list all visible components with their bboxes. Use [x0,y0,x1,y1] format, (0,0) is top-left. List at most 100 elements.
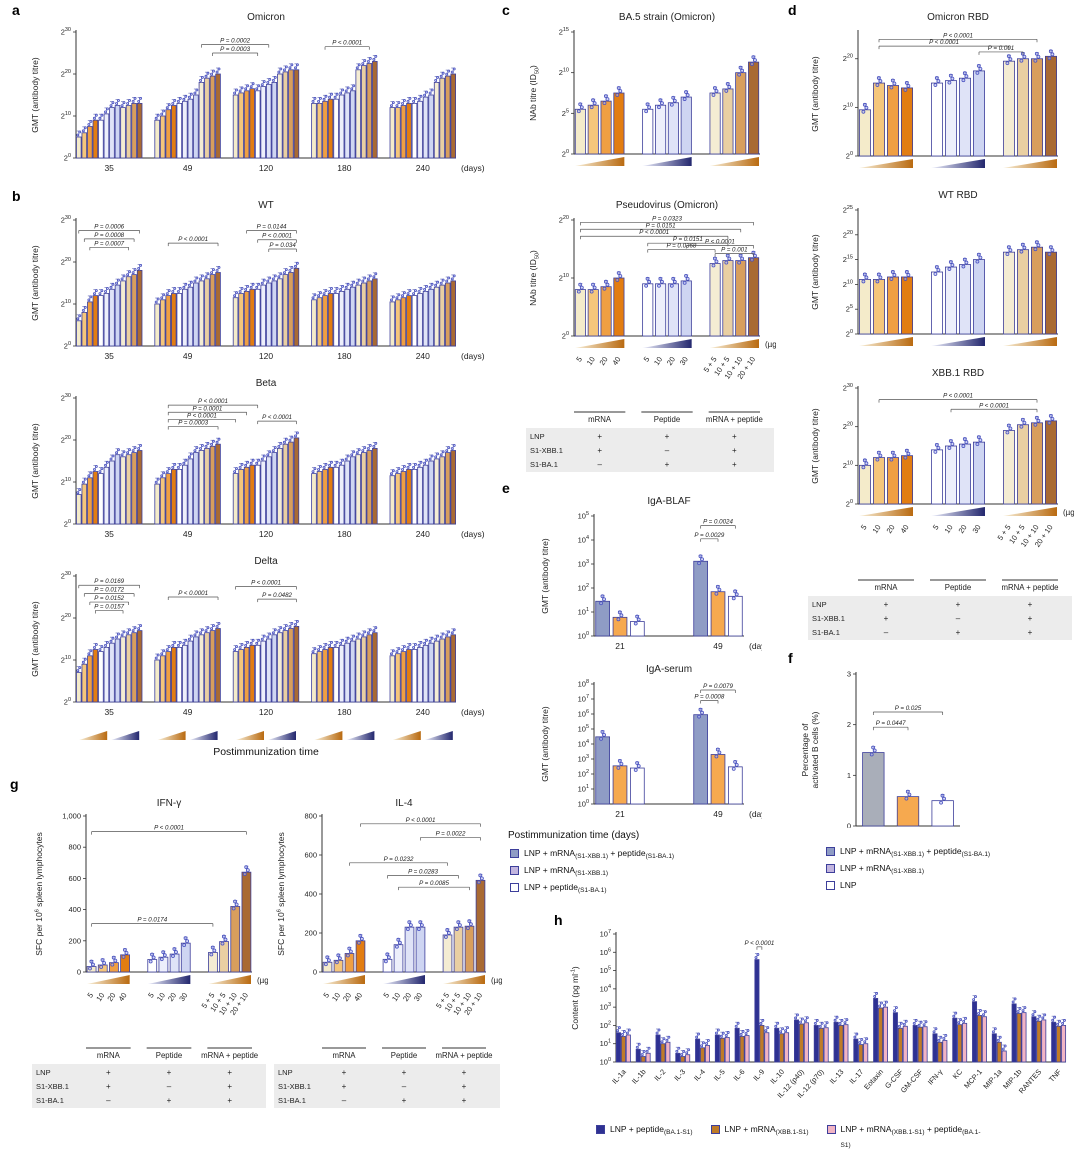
svg-text:Peptide: Peptide [654,415,680,424]
svg-text:5: 5 [859,523,869,532]
svg-text:20: 20 [562,331,569,341]
svg-text:P < 0.0001: P < 0.0001 [406,817,436,824]
dose-gradient-triangle [87,975,130,984]
svg-text:(µg): (µg) [257,976,268,985]
svg-text:20: 20 [166,991,178,1003]
svg-text:GM-CSF: GM-CSF [899,1067,925,1095]
svg-text:+: + [462,1096,467,1105]
svg-text:Percentage of: Percentage of [800,723,810,777]
chart-svg: Delta 20 210 220 230 GMT (antibody titre) P = … [30,556,485,717]
svg-text:30: 30 [412,991,424,1003]
svg-text:+: + [462,1068,467,1077]
below-axis: 35 49 120 180 240 (days) [104,163,484,173]
bars [76,55,456,159]
svg-text:P < 0.0001: P < 0.0001 [943,393,973,400]
chart-ba5-nab: BA.5 strain (Omicron) 20 25 210 215 NAb titre… [524,8,776,173]
svg-text:LNP: LNP [278,1068,293,1077]
y-axis: 20 25 210 215 220 225 GMT (antibody titre) [810,205,1058,339]
svg-text:40: 40 [898,523,910,535]
panel-label-b: b [12,188,21,204]
svg-text:20: 20 [64,153,71,163]
svg-text:35: 35 [104,529,114,539]
svg-text:P = 0.001: P = 0.001 [988,45,1014,52]
svg-text:230: 230 [843,383,853,393]
legend-swatch-icon [510,849,519,858]
svg-text:+: + [106,1068,111,1077]
legend-label: LNP + mRNA(S1-XBB.1) + peptide(S1-BA.1) [840,846,991,858]
svg-text:20: 20 [956,523,968,535]
panel-label-c: c [502,2,510,18]
svg-text:IL-13: IL-13 [828,1067,846,1085]
svg-text:XBB.1 RBD: XBB.1 RBD [932,368,984,379]
svg-text:220: 220 [61,257,71,267]
svg-text:400: 400 [68,905,81,914]
svg-text:P = 0.0323: P = 0.0323 [652,215,682,222]
svg-text:–: – [342,1096,347,1105]
svg-text:Omicron RBD: Omicron RBD [927,12,989,23]
dose-gradient-triangles-row [76,728,456,749]
caption-postimmunization-time-days: Postimmunization time (days) [508,830,640,841]
svg-text:P = 0.0029: P = 0.0029 [694,532,724,539]
svg-text:+: + [167,1096,172,1105]
bars [76,431,456,525]
svg-text:activated B cells (%): activated B cells (%) [810,711,820,788]
svg-text:P < 0.0001: P < 0.0001 [979,402,1009,409]
svg-text:GMT (antibody titre): GMT (antibody titre) [30,245,40,321]
legend-panel-h: LNP + peptide(BA.1-S1) LNP + mRNA(XBB.1-S… [596,1124,1066,1150]
svg-text:210: 210 [843,279,853,289]
svg-text:5: 5 [146,991,156,1000]
svg-text:P = 0.0283: P = 0.0283 [408,868,438,875]
svg-text:10: 10 [942,523,954,535]
svg-text:+: + [342,1068,347,1077]
svg-text:P = 0.0482: P = 0.0482 [262,592,292,599]
bars [615,953,1067,1063]
svg-text:P = 0.0003: P = 0.0003 [220,46,250,53]
dose-gradient-triangle [709,339,759,348]
dose-gradient-triangle [323,975,365,984]
below-axis: 35 49 120 180 240 (days) [104,529,484,539]
svg-text:S1-BA.1: S1-BA.1 [530,460,558,469]
svg-text:220: 220 [61,435,71,445]
svg-text:400: 400 [304,890,317,899]
svg-text:(µg): (µg) [1063,508,1074,517]
svg-text:240: 240 [416,351,430,361]
dose-gradient-triangle [859,337,913,346]
svg-text:Pseudovirus (Omicron): Pseudovirus (Omicron) [616,200,718,211]
svg-text:+: + [1028,628,1033,637]
svg-text:230: 230 [61,571,71,581]
svg-text:49: 49 [713,809,723,819]
svg-text:–: – [884,628,889,637]
svg-text:P = 0.0151: P = 0.0151 [646,222,676,229]
svg-text:P = 0.0152: P = 0.0152 [94,595,124,602]
svg-text:IL-4: IL-4 [692,1067,707,1082]
svg-text:(µg): (µg) [491,976,502,985]
dose-gradient-triangle [931,337,985,346]
svg-text:49: 49 [183,707,193,717]
svg-text:215: 215 [843,255,853,265]
legend-item: LNP + mRNA(S1-XBB.1) [510,865,674,878]
svg-text:WT: WT [258,200,274,211]
svg-text:P < 0.0001: P < 0.0001 [262,233,292,240]
svg-text:120: 120 [259,351,273,361]
chart-ifn-gamma-sfc: IFN-γ 0 200 400 600 800 1,000 SFC per 106 splee… [30,794,272,1115]
svg-text:+: + [597,432,602,441]
legend-swatch-icon [826,847,835,856]
svg-text:240: 240 [416,529,430,539]
svg-text:KC: KC [951,1067,964,1081]
svg-text:IL-4: IL-4 [395,798,413,809]
svg-text:P = 0.0024: P = 0.0024 [703,519,733,526]
svg-text:(days): (days) [461,707,485,717]
svg-text:IgA-BLAF: IgA-BLAF [647,496,690,507]
chart-activated-b-cells: 0 1 2 3 Percentage of activated B cells (%) P … [800,660,1046,833]
svg-text:SFC per 106 spleen lymphocytes: SFC per 106 spleen lymphocytes [276,832,286,956]
svg-text:P = 0.0002: P = 0.0002 [220,38,250,45]
mrna-dose-triangle [314,731,343,740]
svg-text:BA.5 strain (Omicron): BA.5 strain (Omicron) [619,12,715,23]
chart-svg: XBB.1 RBD 20 210 220 230 GMT (antibody titre)… [808,368,1078,640]
caption-postimmunization-time: Postimmunization time [213,746,319,758]
dose-gradient-triangle [642,339,692,348]
svg-text:20: 20 [846,151,853,161]
